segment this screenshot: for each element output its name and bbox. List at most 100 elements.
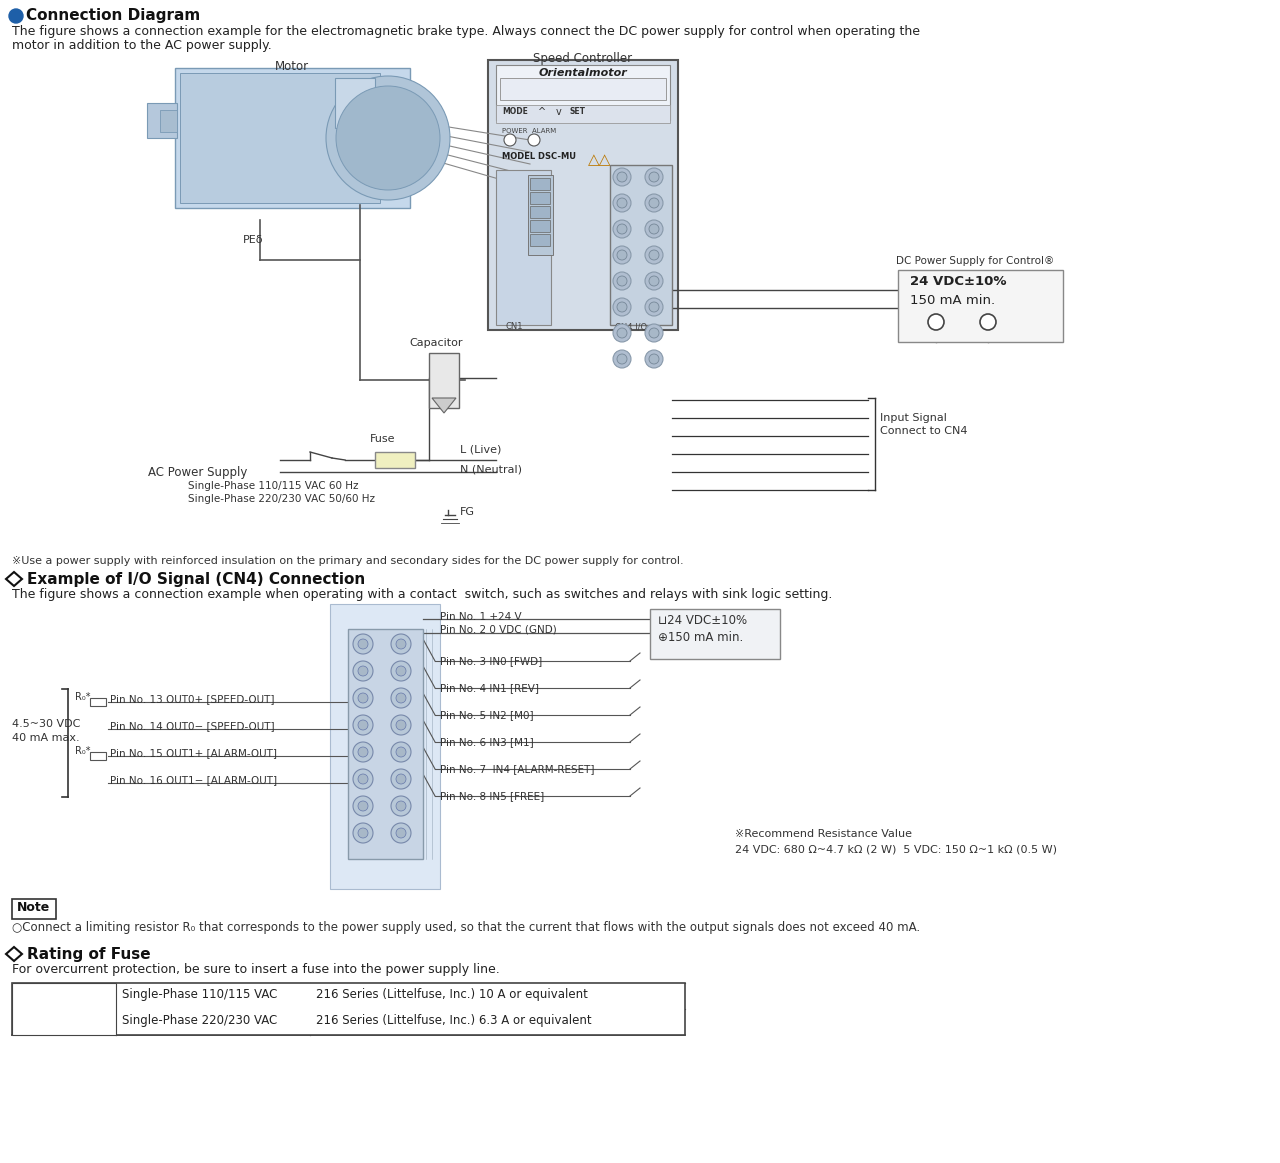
Text: PEδ: PEδ bbox=[243, 235, 264, 245]
Text: motor in addition to the AC power supply.: motor in addition to the AC power supply… bbox=[12, 40, 271, 52]
Text: 216 Series (Littelfuse, Inc.) 6.3 A or equivalent: 216 Series (Littelfuse, Inc.) 6.3 A or e… bbox=[316, 1014, 591, 1027]
Circle shape bbox=[390, 661, 411, 682]
Circle shape bbox=[645, 324, 663, 342]
Text: Connect to CN4: Connect to CN4 bbox=[881, 426, 968, 436]
Text: ^: ^ bbox=[538, 107, 547, 117]
Circle shape bbox=[617, 354, 627, 364]
Text: 4.5~30 VDC: 4.5~30 VDC bbox=[12, 719, 81, 729]
Text: R₀*: R₀* bbox=[76, 745, 91, 756]
Circle shape bbox=[358, 666, 369, 676]
Bar bbox=[488, 60, 678, 330]
Text: Single-Phase 110/115 VAC: Single-Phase 110/115 VAC bbox=[122, 989, 278, 1001]
Text: AC Power Supply: AC Power Supply bbox=[148, 466, 247, 479]
Circle shape bbox=[396, 666, 406, 676]
Circle shape bbox=[617, 328, 627, 338]
Text: Pin No. 8 IN5 [FREE]: Pin No. 8 IN5 [FREE] bbox=[440, 791, 544, 801]
Bar bbox=[530, 206, 550, 217]
Circle shape bbox=[326, 76, 451, 200]
Circle shape bbox=[617, 250, 627, 261]
Bar bbox=[160, 110, 177, 131]
Text: ※Use a power supply with reinforced insulation on the primary and secondary side: ※Use a power supply with reinforced insu… bbox=[12, 556, 684, 566]
Circle shape bbox=[980, 314, 996, 330]
Text: Pin No. 14 OUT0− [SPEED-OUT]: Pin No. 14 OUT0− [SPEED-OUT] bbox=[110, 721, 275, 732]
Polygon shape bbox=[6, 572, 22, 586]
Circle shape bbox=[649, 328, 659, 338]
Circle shape bbox=[9, 9, 23, 23]
Text: POWER  ALARM: POWER ALARM bbox=[502, 128, 557, 134]
Circle shape bbox=[529, 134, 540, 147]
Bar bbox=[429, 354, 460, 408]
Circle shape bbox=[613, 350, 631, 368]
Circle shape bbox=[649, 250, 659, 261]
Bar bbox=[175, 67, 410, 208]
Circle shape bbox=[353, 715, 372, 735]
Circle shape bbox=[645, 220, 663, 238]
Bar bbox=[330, 604, 440, 889]
Circle shape bbox=[396, 638, 406, 649]
Text: x: x bbox=[618, 302, 623, 311]
Text: 24 VDC±10%: 24 VDC±10% bbox=[910, 274, 1006, 288]
Circle shape bbox=[617, 302, 627, 312]
Text: 40 mA max.: 40 mA max. bbox=[12, 733, 79, 743]
Text: MODEL DSC-MU: MODEL DSC-MU bbox=[502, 152, 576, 160]
Circle shape bbox=[396, 693, 406, 702]
Text: Pin No. 6 IN3 [M1]: Pin No. 6 IN3 [M1] bbox=[440, 737, 534, 747]
Text: Note: Note bbox=[17, 901, 50, 914]
Circle shape bbox=[390, 688, 411, 708]
Circle shape bbox=[928, 314, 945, 330]
Circle shape bbox=[504, 134, 516, 147]
Bar bbox=[530, 178, 550, 190]
Text: −: − bbox=[984, 317, 993, 327]
Bar bbox=[611, 165, 672, 324]
Text: Pin No. 7  IN4 [ALARM-RESET]: Pin No. 7 IN4 [ALARM-RESET] bbox=[440, 764, 594, 775]
Text: Single-Phase 110/115 VAC 60 Hz: Single-Phase 110/115 VAC 60 Hz bbox=[188, 481, 358, 491]
Bar bbox=[530, 220, 550, 231]
Text: SET: SET bbox=[570, 107, 586, 116]
Circle shape bbox=[358, 747, 369, 757]
Bar bbox=[899, 270, 1062, 342]
Bar bbox=[529, 174, 553, 255]
Circle shape bbox=[396, 775, 406, 784]
Circle shape bbox=[353, 795, 372, 816]
Circle shape bbox=[396, 747, 406, 757]
Circle shape bbox=[353, 688, 372, 708]
Bar bbox=[530, 234, 550, 247]
Text: Motor: Motor bbox=[275, 60, 308, 73]
Text: ※Recommend Resistance Value: ※Recommend Resistance Value bbox=[735, 829, 911, 839]
Bar bbox=[12, 983, 685, 1035]
Bar bbox=[497, 170, 550, 324]
Text: Capacitor: Capacitor bbox=[410, 338, 462, 348]
Text: x: x bbox=[618, 328, 623, 337]
Bar bbox=[375, 452, 415, 468]
Text: Pin No. 15 OUT1+ [ALARM-OUT]: Pin No. 15 OUT1+ [ALARM-OUT] bbox=[110, 748, 276, 758]
Circle shape bbox=[613, 298, 631, 316]
Circle shape bbox=[353, 634, 372, 654]
Circle shape bbox=[353, 742, 372, 762]
Circle shape bbox=[649, 276, 659, 286]
Text: Rating of Fuse: Rating of Fuse bbox=[22, 1003, 106, 1016]
Polygon shape bbox=[6, 947, 22, 961]
Text: Pin No. 3 IN0 [FWD]: Pin No. 3 IN0 [FWD] bbox=[440, 656, 543, 666]
Text: DC Power Supply for Control®: DC Power Supply for Control® bbox=[896, 256, 1055, 266]
Circle shape bbox=[617, 172, 627, 181]
Bar bbox=[530, 192, 550, 204]
Circle shape bbox=[649, 354, 659, 364]
Bar bbox=[180, 73, 380, 204]
Text: FG: FG bbox=[460, 507, 475, 518]
Circle shape bbox=[645, 247, 663, 264]
Text: +: + bbox=[932, 317, 941, 327]
Text: x: x bbox=[650, 276, 655, 285]
Text: Rating of Fuse: Rating of Fuse bbox=[27, 947, 151, 962]
Text: L (Live): L (Live) bbox=[460, 444, 502, 454]
Text: Pin No. 16 OUT1− [ALARM-OUT]: Pin No. 16 OUT1− [ALARM-OUT] bbox=[110, 775, 278, 785]
Circle shape bbox=[353, 661, 372, 682]
Text: Single-Phase 220/230 VAC 50/60 Hz: Single-Phase 220/230 VAC 50/60 Hz bbox=[188, 494, 375, 504]
Text: Orientalmotor: Orientalmotor bbox=[539, 67, 627, 78]
Text: CN4 I/O: CN4 I/O bbox=[614, 322, 648, 331]
Circle shape bbox=[649, 302, 659, 312]
Text: Pin No. 5 IN2 [M0]: Pin No. 5 IN2 [M0] bbox=[440, 709, 534, 720]
Circle shape bbox=[613, 167, 631, 186]
Circle shape bbox=[645, 298, 663, 316]
Circle shape bbox=[353, 823, 372, 843]
Text: Input Signal: Input Signal bbox=[881, 413, 947, 423]
